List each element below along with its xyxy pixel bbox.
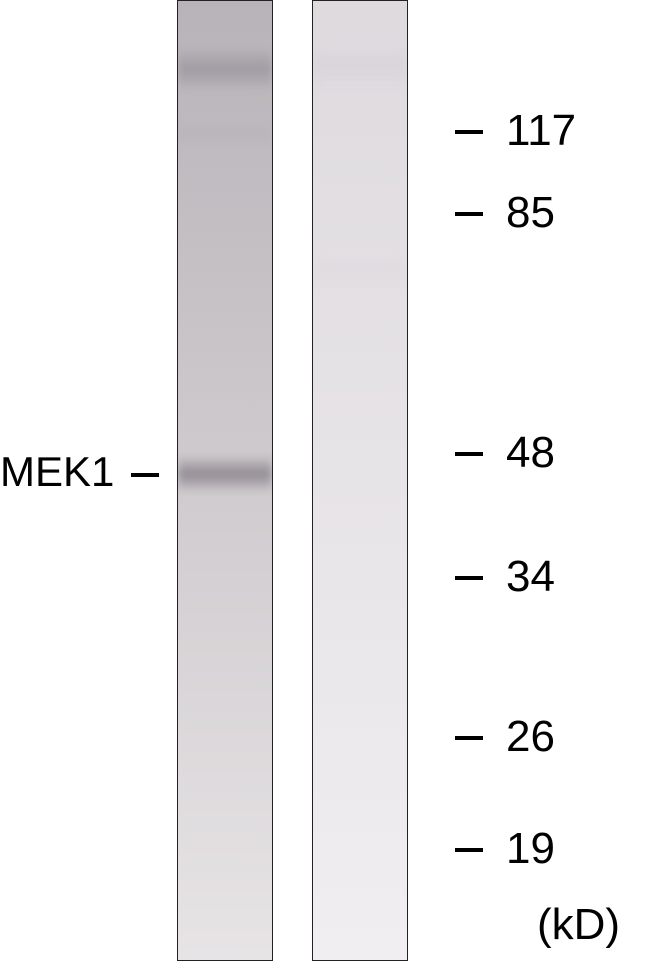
mw-label: 48: [506, 428, 555, 478]
mw-tick: [455, 452, 483, 456]
mw-label: 85: [506, 188, 555, 238]
mw-tick: [455, 212, 483, 216]
blot-lane-2: [312, 0, 408, 961]
band: [313, 41, 407, 91]
mw-label: 117: [506, 106, 576, 156]
mw-label: 19: [506, 824, 555, 874]
mw-tick: [455, 736, 483, 740]
lane-background: [313, 1, 407, 960]
western-blot-figure: { "figure": { "width": 671, "height": 96…: [0, 0, 671, 962]
mw-tick: [455, 576, 483, 580]
protein-label: MEK1: [0, 448, 114, 496]
band: [313, 251, 407, 291]
blot-lane-1: [177, 0, 273, 961]
mw-tick: [455, 130, 483, 134]
mw-label: 26: [506, 712, 555, 762]
band: [178, 47, 272, 91]
mw-unit: (kD): [537, 900, 620, 950]
mw-label: 34: [506, 552, 555, 602]
mw-tick: [455, 848, 483, 852]
band: [178, 121, 272, 147]
band: [178, 455, 272, 493]
protein-tick: [131, 473, 159, 477]
